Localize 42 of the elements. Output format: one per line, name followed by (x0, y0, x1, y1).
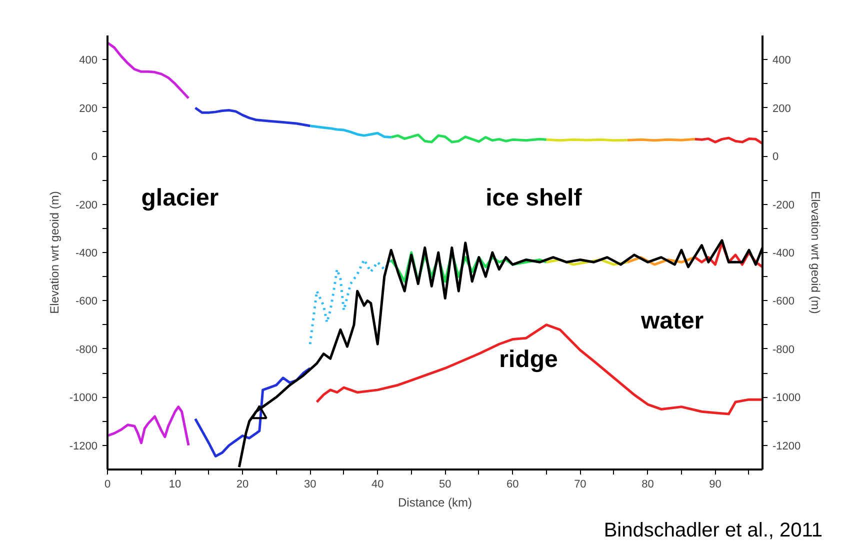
x-tick-label: 60 (506, 478, 519, 490)
y2-tick-label: -1000 (772, 392, 801, 404)
y-tick-label: -400 (75, 248, 98, 260)
text: Bindschadler et al., 2011 (604, 520, 823, 542)
y-axis-title: Elevation wrt geoid (m) (47, 191, 62, 314)
y-tick-label: -800 (75, 344, 98, 356)
y2-tick-label: -200 (772, 199, 795, 212)
line-series (308, 124, 392, 138)
line-series (194, 106, 312, 128)
line-series (108, 41, 190, 100)
y-tick-label: 200 (79, 102, 98, 115)
y-tick-label: -200 (75, 199, 98, 212)
y2-tick-label: 0 (772, 151, 779, 164)
x-tick-label: 0 (104, 478, 111, 490)
line-series (108, 406, 190, 447)
annotation: glacier (141, 184, 219, 212)
y2-tick-label: 400 (772, 54, 791, 67)
y-tick-label: 400 (79, 54, 98, 67)
annotation: ice shelf (486, 184, 583, 212)
x-tick-label: 30 (304, 478, 316, 490)
x-tick-label: 20 (236, 478, 249, 490)
y2-tick-label: 200 (772, 102, 791, 115)
x-tick-label: 40 (371, 478, 384, 490)
y-tick-label: -1000 (69, 392, 98, 404)
y-tick-label: 0 (91, 151, 98, 164)
x-tick-label: 70 (574, 478, 586, 490)
x-axis-title: Distance (km) (398, 496, 472, 510)
x-tick-label: 10 (168, 478, 182, 490)
annotation: water (640, 307, 704, 334)
x-tick-label: 50 (439, 478, 452, 490)
y2-tick-label: -800 (772, 344, 795, 356)
y-tick-label: -600 (75, 296, 98, 308)
x-tick-label: 90 (709, 478, 722, 490)
y-tick-label: -1200 (69, 440, 98, 452)
line-series (390, 134, 548, 144)
y2-axis-title: Elevation wrt geoid (m) (808, 191, 823, 314)
line-series (308, 258, 392, 346)
x-tick-label: 80 (642, 478, 654, 490)
y2-tick-label: -1200 (772, 440, 801, 452)
y2-tick-label: -400 (772, 248, 795, 260)
y2-tick-label: -600 (772, 296, 795, 308)
annotation: ridge (499, 346, 558, 374)
